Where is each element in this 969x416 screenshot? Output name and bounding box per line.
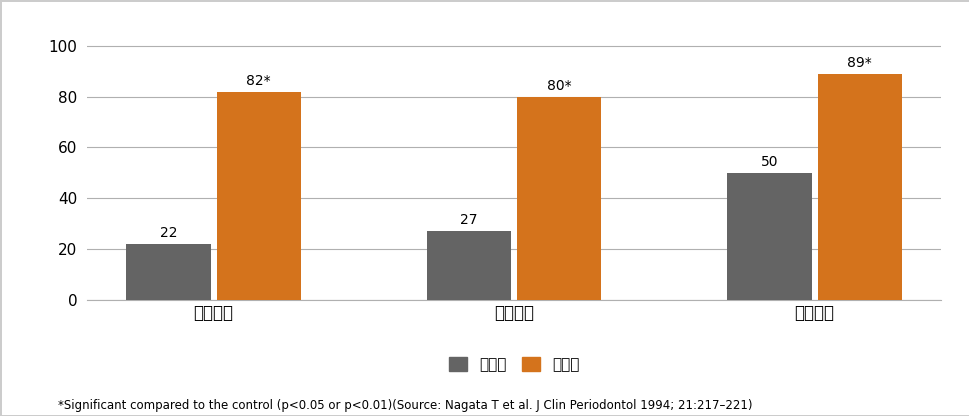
Bar [516,97,601,300]
Legend: 対照群, 試験群: 対照群, 試験群 [448,357,579,372]
Text: 27: 27 [460,213,478,227]
Text: 22: 22 [160,226,177,240]
Bar [426,231,511,300]
Text: *Significant compared to the control (p<0.05 or p<0.01)(Source: Nagata T et al. : *Significant compared to the control (p<… [58,399,752,412]
Bar [216,92,300,300]
Text: 50: 50 [760,155,777,169]
Text: 82*: 82* [246,74,270,88]
Bar [727,173,811,300]
Text: 80*: 80* [547,79,571,93]
Bar [126,244,210,300]
Bar [817,74,901,300]
Text: 89*: 89* [847,56,871,70]
